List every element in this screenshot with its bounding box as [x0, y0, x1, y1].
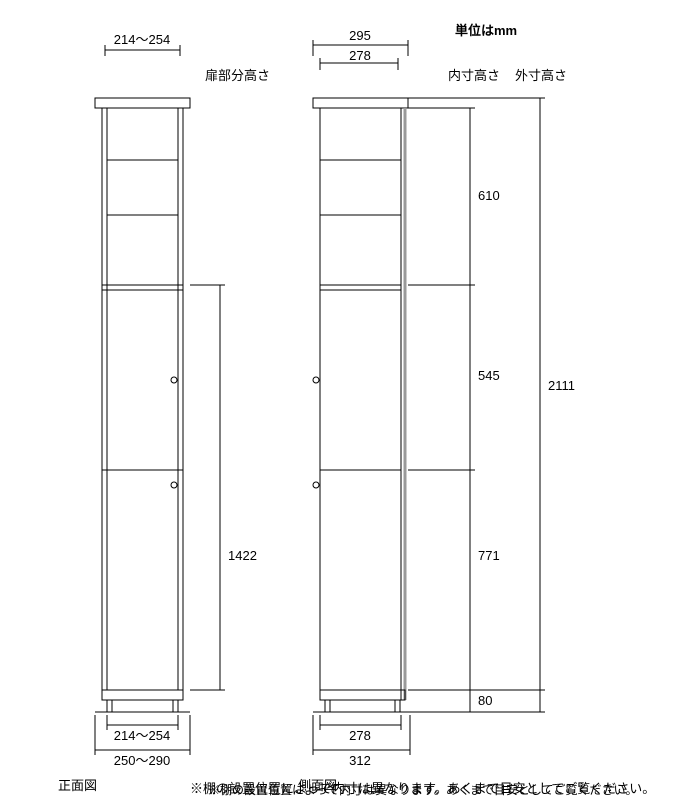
side-top-inner-depth: 278 [349, 48, 371, 63]
h-mid: 545 [478, 368, 500, 383]
door-height-label: 扉部分高さ [205, 68, 270, 83]
side-bottom-outer-depth: 312 [349, 753, 371, 768]
front-bottom-inner-width: 214～254 [114, 728, 170, 743]
front-view-label: 正面図 [58, 778, 97, 793]
h-top: 610 [478, 188, 500, 203]
side-top-outer-depth: 295 [349, 28, 371, 43]
door-height-value: 1422 [228, 548, 257, 563]
base-height: 80 [478, 693, 492, 708]
outer-height-label: 外寸高さ [515, 68, 567, 83]
front-bottom-outer-width: 250～290 [114, 753, 170, 768]
front-view: 214～254 扉部分高さ 1422 [58, 32, 270, 793]
total-height: 2111 [548, 378, 575, 393]
side-bottom-inner-depth: 278 [349, 728, 371, 743]
side-view: 単位はmm 295 278 内寸高さ 外寸高さ [298, 23, 575, 793]
footnote-text: ※棚の設置位置によって内寸は異なります。あくまで目安としてご覧ください。 [190, 778, 655, 797]
h-bottom: 771 [478, 548, 500, 563]
unit-label: 単位はmm [455, 23, 517, 38]
diagram-svg: 214～254 扉部分高さ 1422 [0, 0, 700, 798]
front-top-width: 214～254 [114, 32, 170, 47]
inner-height-label: 内寸高さ [448, 68, 500, 83]
